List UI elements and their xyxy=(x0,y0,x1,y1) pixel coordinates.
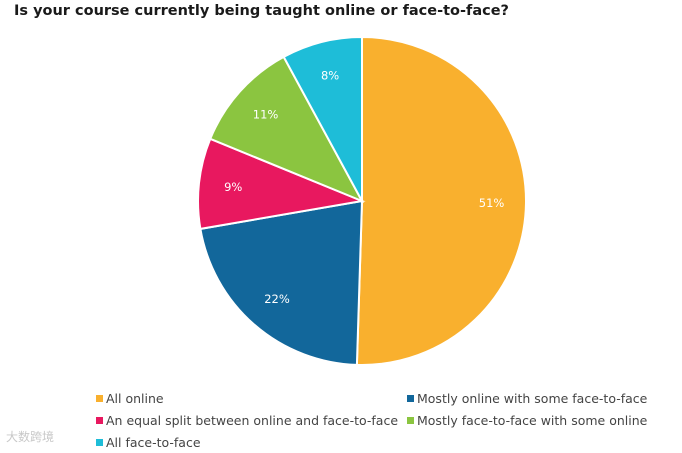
watermark: 大数跨境 xyxy=(6,430,55,444)
legend-swatch-3 xyxy=(407,417,414,424)
legend-label-2: An equal split between online and face-t… xyxy=(106,413,399,428)
legend-item-2: An equal split between online and face-t… xyxy=(96,413,398,428)
legend-label-0: All online xyxy=(106,391,164,406)
slice-data-label-1: 22% xyxy=(264,292,290,306)
slice-data-label-0: 51% xyxy=(479,196,505,210)
legend-swatch-0 xyxy=(96,395,103,402)
legend-item-0: All online xyxy=(96,391,164,406)
legend-swatch-2 xyxy=(96,417,103,424)
slice-data-label-4: 8% xyxy=(321,68,339,82)
legend-label-4: All face-to-face xyxy=(106,435,201,450)
legend-label-3: Mostly face-to-face with some online xyxy=(417,413,648,428)
legend-item-1: Mostly online with some face-to-face xyxy=(407,391,647,406)
legend-item-3: Mostly face-to-face with some online xyxy=(407,413,647,428)
legend-label-1: Mostly online with some face-to-face xyxy=(417,391,648,406)
pie-slice-0 xyxy=(355,35,527,366)
chart-title: Is your course currently being taught on… xyxy=(14,3,509,19)
legend-swatch-1 xyxy=(407,395,414,402)
legend-item-4: All face-to-face xyxy=(96,435,201,450)
legend-swatch-4 xyxy=(96,439,103,446)
slice-data-label-2: 9% xyxy=(224,180,242,194)
pie-slice-4 xyxy=(282,35,363,202)
pie-slice-3 xyxy=(208,55,365,203)
slice-data-label-3: 11% xyxy=(253,108,279,122)
pie-slice-1 xyxy=(199,199,364,366)
pie-slice-2 xyxy=(197,137,366,231)
